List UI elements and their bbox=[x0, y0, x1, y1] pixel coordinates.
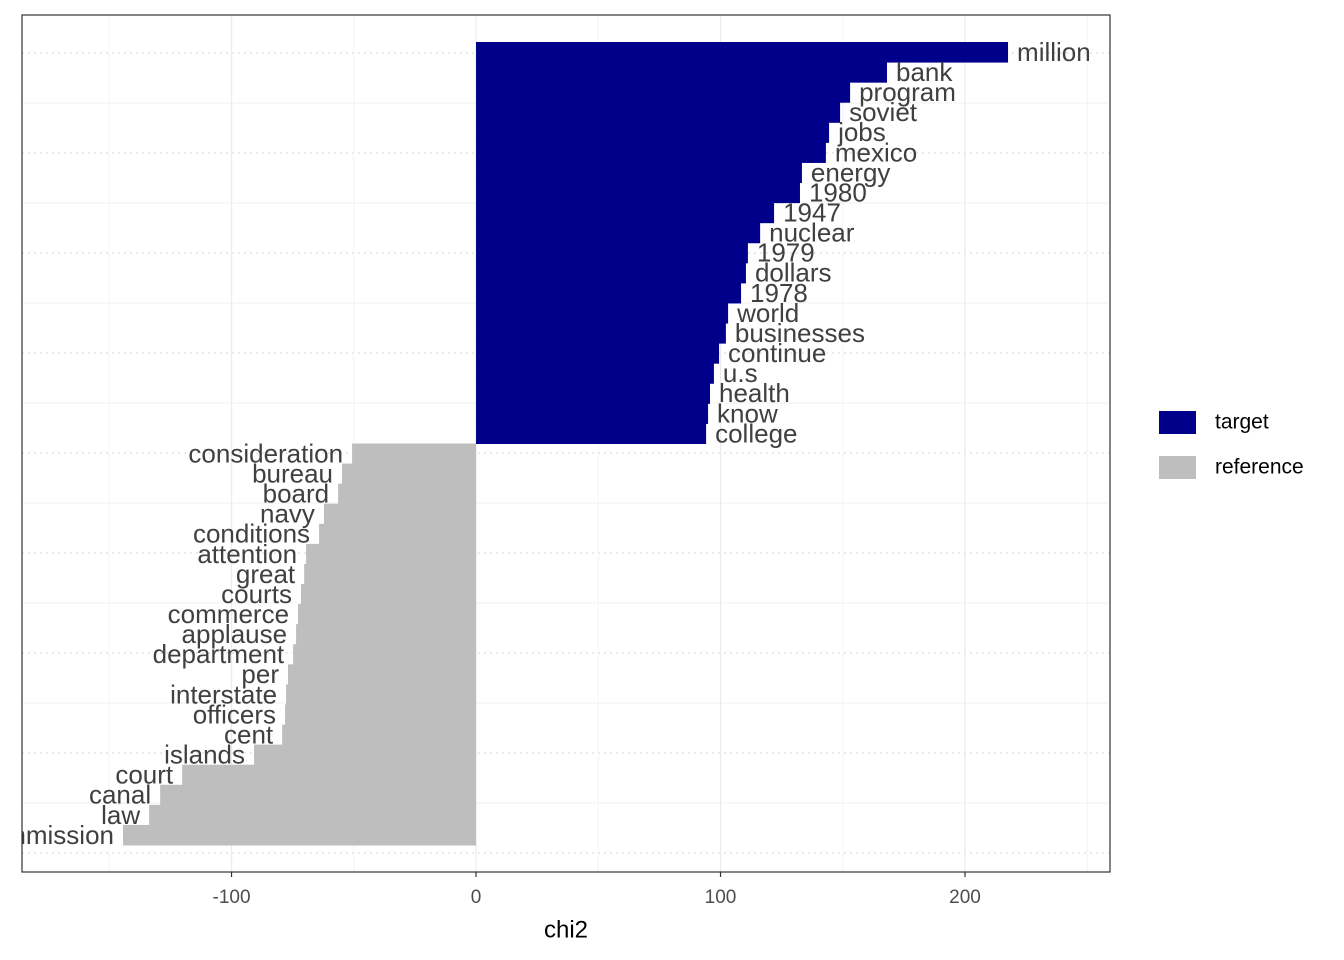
bar-label: attention bbox=[197, 539, 297, 569]
bar bbox=[296, 624, 477, 645]
bar-label: college bbox=[715, 418, 797, 448]
bar bbox=[476, 62, 888, 83]
bar bbox=[288, 664, 477, 685]
bar bbox=[282, 724, 477, 746]
bar bbox=[476, 383, 711, 404]
bar-label: commission bbox=[0, 820, 114, 850]
bar-label: department bbox=[153, 639, 285, 669]
bar bbox=[476, 162, 802, 184]
bar bbox=[476, 363, 714, 384]
bar bbox=[300, 584, 477, 605]
bars: million bankprogramsovietjobsmexicoenergy… bbox=[0, 37, 1091, 850]
bar-label: health bbox=[719, 378, 790, 408]
bar-label: interstate bbox=[170, 679, 277, 709]
legend-label: target bbox=[1215, 411, 1269, 434]
bar bbox=[122, 824, 477, 846]
bar-label: bank bbox=[896, 57, 953, 87]
bar bbox=[293, 644, 477, 665]
bar-label: businesses bbox=[735, 318, 865, 348]
legend-key bbox=[1159, 411, 1196, 434]
bar bbox=[476, 262, 746, 284]
bar-label: soviet bbox=[849, 97, 918, 127]
bar bbox=[476, 403, 709, 424]
bar-label: 1978 bbox=[750, 278, 808, 308]
bar-label: program bbox=[859, 77, 956, 107]
bar-label: 1947 bbox=[783, 198, 841, 228]
bar-label: u.s bbox=[723, 358, 758, 388]
bar bbox=[182, 764, 477, 786]
bar-label: courts bbox=[221, 579, 292, 609]
bar-label: conditions bbox=[193, 519, 310, 549]
bar-label: energy bbox=[811, 157, 891, 187]
bar bbox=[304, 563, 477, 585]
bar-label: consideration bbox=[188, 438, 343, 468]
bar bbox=[306, 543, 477, 565]
bar-label: commerce bbox=[168, 599, 289, 629]
bar-label: bureau bbox=[252, 458, 333, 488]
bar bbox=[476, 122, 830, 143]
panel-border bbox=[21, 14, 1111, 873]
bar bbox=[476, 423, 707, 444]
bar bbox=[476, 302, 729, 324]
bar-label: nuclear bbox=[769, 218, 855, 248]
bar-label: million bbox=[1017, 37, 1091, 67]
legend-label: reference bbox=[1215, 456, 1304, 479]
bar bbox=[476, 202, 775, 224]
bar-label: per bbox=[241, 659, 279, 689]
bar bbox=[476, 242, 748, 264]
bar bbox=[476, 343, 720, 364]
bar bbox=[160, 784, 477, 806]
bar bbox=[476, 82, 851, 103]
bar-label: know bbox=[717, 398, 778, 428]
bar-label: cent bbox=[224, 719, 274, 749]
bar bbox=[338, 483, 477, 505]
bar-label: world bbox=[736, 298, 799, 328]
bar bbox=[476, 222, 761, 244]
bar-label: great bbox=[236, 559, 296, 589]
bar bbox=[149, 804, 477, 826]
bar-label: continue bbox=[728, 338, 826, 368]
bar-label: jobs bbox=[837, 117, 886, 147]
x-tick-label: 100 bbox=[705, 887, 737, 908]
bar bbox=[476, 142, 826, 163]
x-tick-label: -100 bbox=[213, 887, 251, 908]
bar bbox=[319, 523, 477, 545]
bar-label: 1980 bbox=[809, 177, 867, 207]
x-tick-label: 0 bbox=[471, 887, 482, 908]
bar bbox=[285, 704, 477, 726]
x-axis-label: chi2 bbox=[544, 916, 588, 943]
bar-label: court bbox=[115, 760, 174, 790]
bar-label: applause bbox=[182, 619, 288, 649]
bar bbox=[286, 684, 477, 705]
bar-label: navy bbox=[260, 499, 315, 529]
x-tick-label: 200 bbox=[949, 887, 981, 908]
bar bbox=[476, 182, 800, 204]
bar bbox=[342, 463, 477, 485]
bar-label: canal bbox=[89, 780, 151, 810]
bar-label: board bbox=[263, 479, 330, 509]
bar bbox=[323, 503, 477, 525]
bar-label: 1979 bbox=[757, 238, 815, 268]
bar bbox=[352, 443, 477, 465]
bar bbox=[476, 323, 726, 344]
bar bbox=[476, 102, 841, 123]
bar-label: law bbox=[101, 800, 140, 830]
bar bbox=[254, 744, 477, 766]
bar bbox=[476, 42, 1009, 63]
bar bbox=[298, 604, 477, 625]
bar-label: officers bbox=[193, 699, 276, 729]
legend-key bbox=[1159, 456, 1196, 479]
bar-label: dollars bbox=[755, 258, 832, 288]
bar bbox=[476, 282, 742, 304]
bar-label: mexico bbox=[835, 137, 917, 167]
bar-label: islands bbox=[164, 740, 245, 770]
